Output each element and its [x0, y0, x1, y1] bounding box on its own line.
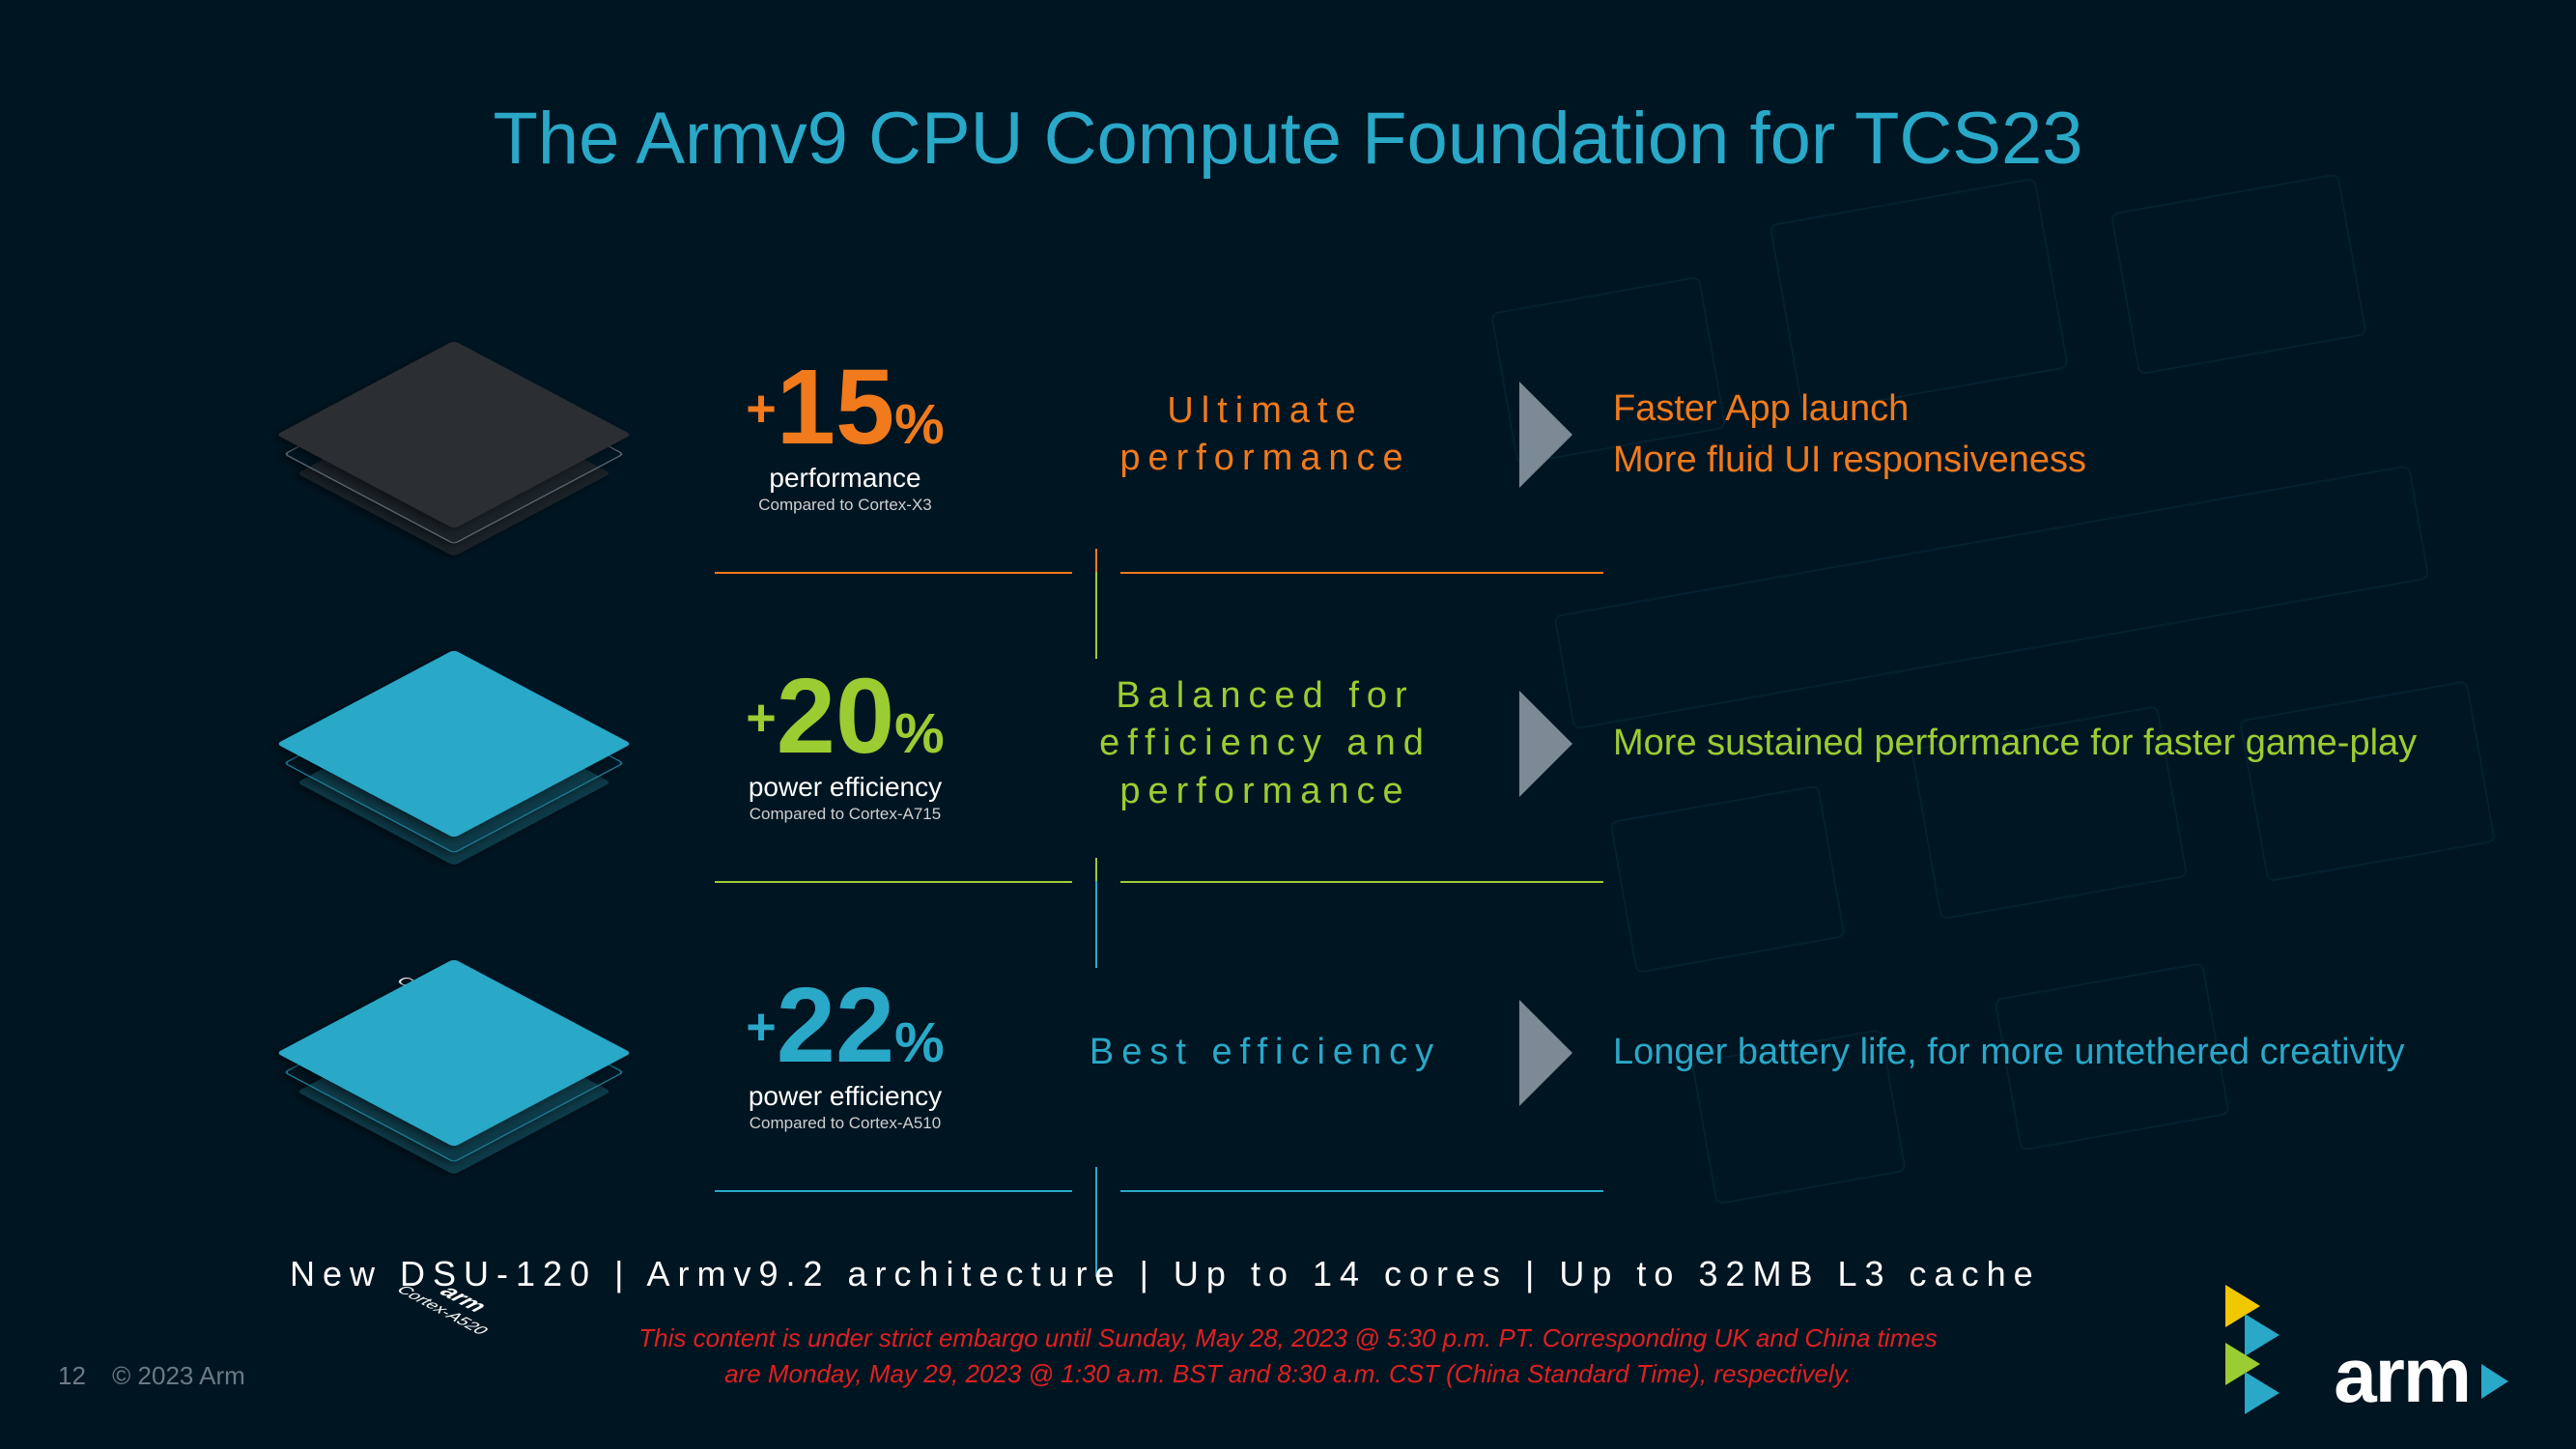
row-divider	[715, 554, 1603, 589]
stat-metric: performance	[637, 463, 1053, 494]
arrow-icon	[1478, 691, 1613, 797]
logo-trailing-arrow-icon	[2481, 1364, 2508, 1399]
stat-percent: %	[894, 702, 945, 765]
tagline: Ultimate performance	[1053, 387, 1478, 483]
stat-number: 15	[777, 348, 894, 467]
arrow-icon	[1478, 1000, 1613, 1106]
arm-logo: arm	[2225, 1285, 2508, 1420]
stat-block: +22% power efficiency Compared to Cortex…	[637, 973, 1053, 1133]
stat-number: 22	[777, 966, 894, 1085]
stat-block: +20% power efficiency Compared to Cortex…	[637, 664, 1053, 824]
chip-illustration: armCortex-A520	[270, 937, 637, 1169]
chip-illustration: armCortex-A720	[270, 628, 637, 860]
embargo-line-2: are Monday, May 29, 2023 @ 1:30 a.m. BST…	[0, 1356, 2576, 1391]
stat-compare: Compared to Cortex-A715	[637, 805, 1053, 824]
arrow-icon	[1478, 382, 1613, 488]
footer-specs: New DSU-120 | Armv9.2 architecture | Up …	[290, 1254, 2041, 1294]
stat-plus: +	[746, 998, 777, 1056]
stat-plus: +	[746, 380, 777, 438]
embargo-notice: This content is under strict embargo unt…	[0, 1321, 2576, 1391]
tagline: Balanced for efficiency and performance	[1053, 672, 1478, 815]
stat-percent: %	[894, 1011, 945, 1074]
benefit-text: Longer battery life, for more untethered…	[1613, 1027, 2460, 1078]
product-row: armCortex-A720 +20% power efficiency Com…	[270, 589, 2460, 898]
stat-metric: power efficiency	[637, 1081, 1053, 1112]
tagline: Best efficiency	[1053, 1029, 1478, 1076]
row-divider	[715, 1173, 1603, 1208]
embargo-line-1: This content is under strict embargo unt…	[0, 1321, 2576, 1355]
page-footer: 12 © 2023 Arm	[58, 1361, 245, 1391]
stat-metric: power efficiency	[637, 772, 1053, 803]
benefit-text: More sustained performance for faster ga…	[1613, 718, 2460, 769]
page-title: The Armv9 CPU Compute Foundation for TCS…	[0, 97, 2576, 181]
product-row: armCortex-X4 +15% performance Compared t…	[270, 280, 2460, 589]
stat-compare: Compared to Cortex-A510	[637, 1114, 1053, 1133]
stat-number: 20	[777, 657, 894, 776]
stat-percent: %	[894, 393, 945, 456]
page-number: 12	[58, 1361, 86, 1390]
benefit-text: Faster App launchMore fluid UI responsiv…	[1613, 384, 2460, 486]
chip-illustration: armCortex-X4	[270, 319, 637, 551]
stat-compare: Compared to Cortex-X3	[637, 496, 1053, 515]
logo-arrow-icon	[2225, 1285, 2322, 1420]
stat-plus: +	[746, 689, 777, 747]
copyright-text: © 2023 Arm	[112, 1361, 245, 1390]
stat-block: +15% performance Compared to Cortex-X3	[637, 355, 1053, 515]
row-divider	[715, 864, 1603, 898]
product-row: armCortex-A520 +22% power efficiency Com…	[270, 898, 2460, 1208]
logo-text: arm	[2334, 1331, 2470, 1420]
